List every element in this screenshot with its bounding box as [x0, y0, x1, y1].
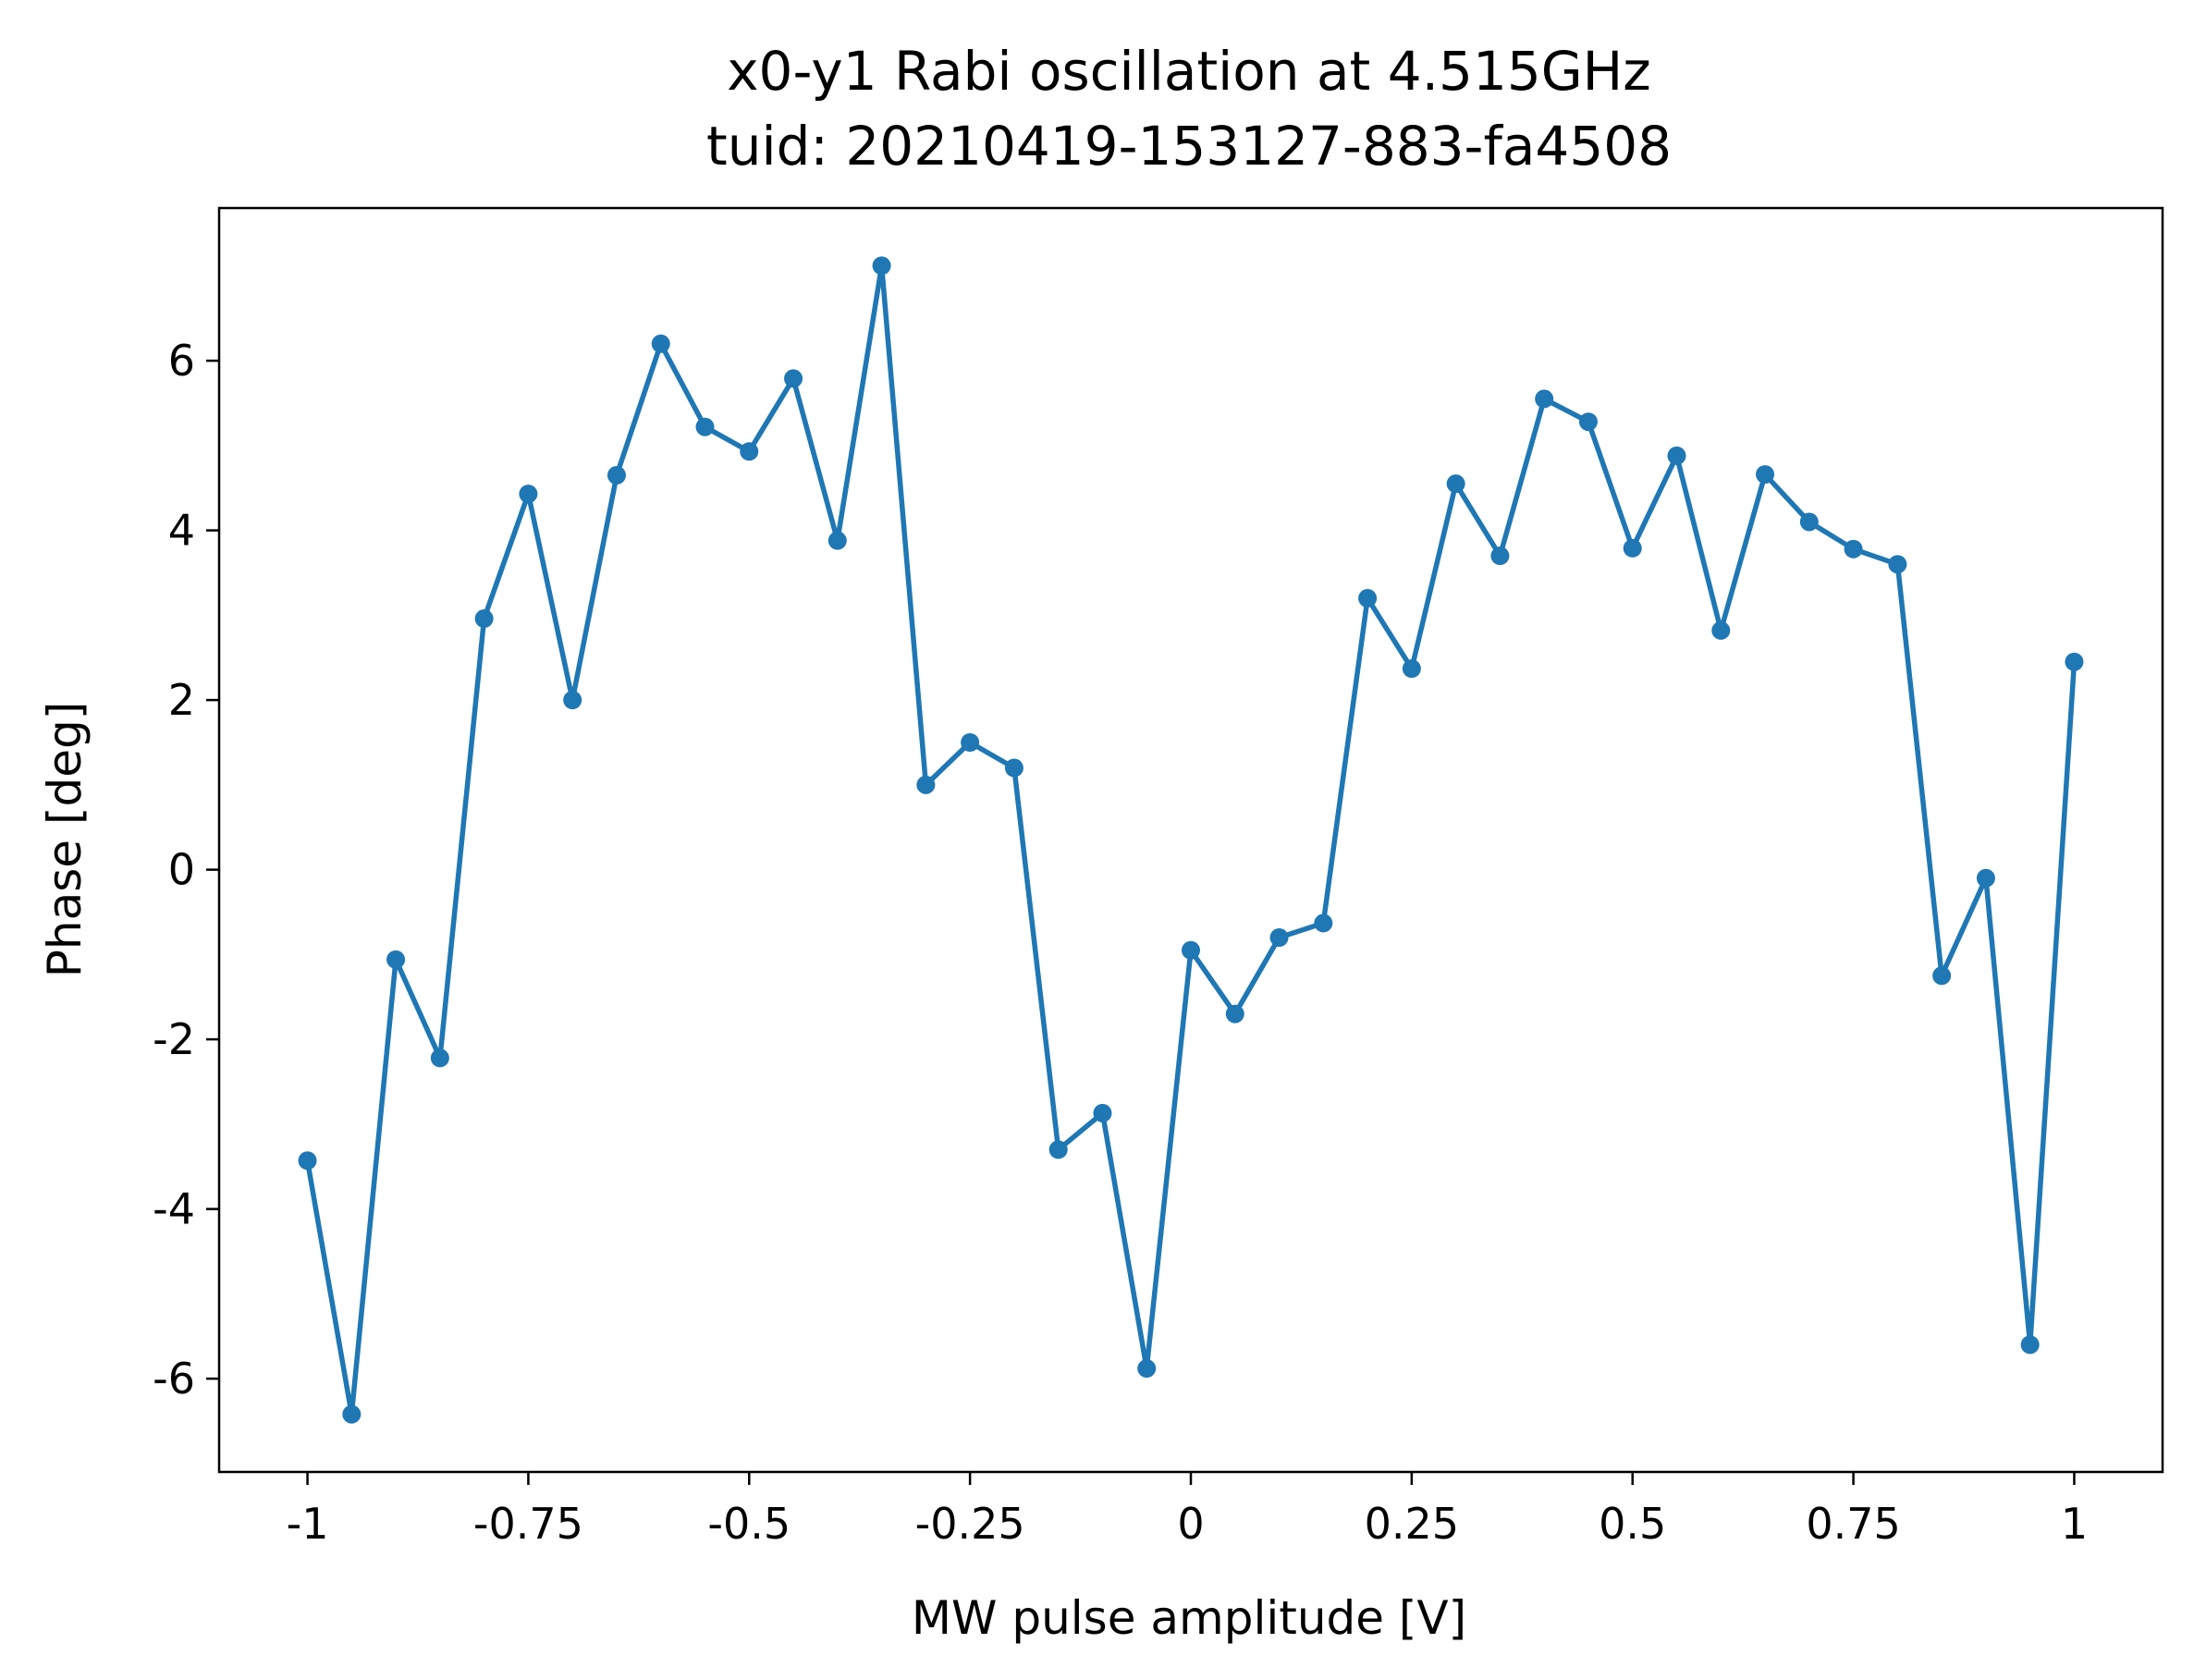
x-tick-label: 0.5 — [1599, 1499, 1666, 1549]
y-tick-label: 4 — [168, 506, 195, 556]
data-point — [1623, 538, 1642, 558]
data-point — [2020, 1335, 2040, 1355]
data-point — [1844, 539, 1863, 558]
data-point — [1225, 1004, 1244, 1024]
x-tick-label: 0 — [1177, 1499, 1204, 1549]
data-point — [651, 334, 670, 353]
chart-subtitle: tuid: 20210419-153127-883-fa4508 — [706, 115, 1672, 178]
data-point — [1446, 474, 1465, 494]
x-tick-label: -0.75 — [473, 1499, 583, 1549]
data-point — [1976, 868, 1995, 888]
data-point — [607, 465, 626, 484]
data-point — [1048, 1140, 1068, 1159]
data-point — [695, 417, 715, 436]
data-point — [1799, 512, 1819, 532]
data-point — [784, 369, 803, 388]
data-point — [1358, 589, 1378, 608]
data-point — [916, 775, 936, 794]
data-point — [740, 442, 759, 461]
data-point — [1093, 1103, 1112, 1122]
data-point — [474, 609, 494, 629]
phase-series — [298, 256, 2084, 1424]
data-point — [1269, 928, 1289, 948]
data-point — [1578, 412, 1598, 432]
data-point — [386, 950, 406, 969]
x-tick-label: -1 — [287, 1499, 329, 1549]
x-tick-label: 1 — [2061, 1499, 2088, 1549]
y-axis-ticks: -6 -4 -2 0 2 4 6 — [153, 336, 219, 1404]
data-point — [1756, 465, 1775, 484]
data-point — [1402, 659, 1421, 679]
x-axis-label: MW pulse amplitude [V] — [912, 1591, 1466, 1645]
y-axis-label: Phase [deg] — [38, 702, 92, 977]
x-axis-ticks: -1 -0.75 -0.5 -0.25 0 0.25 0.5 0.75 1 — [287, 1472, 2088, 1549]
data-point — [1667, 446, 1686, 465]
data-point — [1137, 1359, 1157, 1379]
y-tick-label: -4 — [153, 1184, 195, 1234]
data-point — [298, 1151, 317, 1171]
data-point — [342, 1404, 362, 1424]
data-point — [1004, 758, 1023, 778]
data-point — [563, 691, 582, 710]
x-tick-label: 0.75 — [1806, 1499, 1900, 1549]
x-tick-label: -0.25 — [915, 1499, 1025, 1549]
data-point — [430, 1048, 449, 1068]
data-point — [872, 256, 891, 276]
data-point — [1182, 940, 1200, 960]
data-point — [2065, 652, 2084, 671]
data-point — [1888, 555, 1907, 574]
data-point — [1490, 546, 1510, 566]
data-point — [519, 484, 538, 504]
chart-title: x0-y1 Rabi oscillation at 4.515GHz — [727, 40, 1651, 103]
y-tick-label: 2 — [168, 675, 195, 725]
x-tick-label: 0.25 — [1365, 1499, 1459, 1549]
y-tick-label: 6 — [168, 336, 195, 386]
data-point — [827, 531, 847, 550]
data-point — [1535, 389, 1554, 409]
data-point — [961, 732, 980, 752]
data-point — [1932, 966, 1952, 986]
y-tick-label: 0 — [168, 845, 195, 895]
data-point — [1711, 620, 1731, 640]
x-tick-label: -0.5 — [707, 1499, 791, 1549]
y-tick-label: -6 — [153, 1354, 195, 1404]
data-point — [1314, 914, 1333, 933]
y-tick-label: -2 — [153, 1014, 195, 1064]
